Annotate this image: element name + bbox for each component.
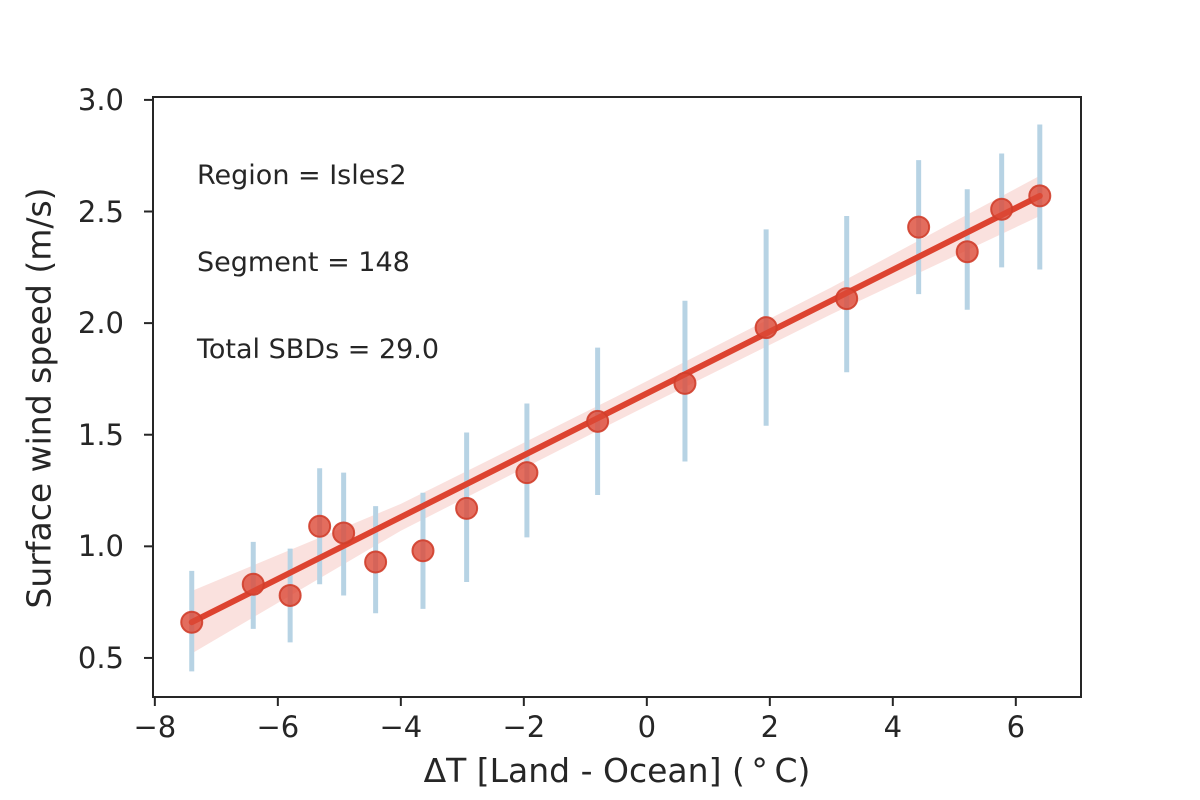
x-tick-label: 0 <box>637 710 657 744</box>
annotation-line-region: Region = Isles2 <box>197 160 407 191</box>
x-tick-label: 2 <box>760 710 780 744</box>
data-point <box>990 197 1014 221</box>
y-tick-label: 2.0 <box>77 306 124 341</box>
x-axis-label: ΔT [Land - Ocean] ( ° C) <box>423 751 811 790</box>
x-tick-label: 4 <box>883 710 903 744</box>
x-tick-label: 6 <box>1006 710 1026 744</box>
y-tick-label: 3.0 <box>77 82 124 117</box>
data-point <box>411 539 435 563</box>
plot-border <box>152 96 1082 698</box>
data-point <box>907 215 931 239</box>
y-tick-label: 2.5 <box>77 194 124 229</box>
data-point <box>515 461 539 485</box>
data-point <box>278 583 302 607</box>
data-point <box>955 240 979 264</box>
data-point <box>308 514 332 538</box>
data-point <box>673 371 697 395</box>
data-point <box>754 316 778 340</box>
x-tick-label: −4 <box>379 710 423 744</box>
data-point <box>455 496 479 520</box>
regression-line <box>188 192 1043 626</box>
y-tick-label: 0.5 <box>77 640 124 675</box>
x-tick-label: −6 <box>256 710 300 744</box>
data-point <box>835 287 859 311</box>
annotation-line-total-sbds: Total SBDs = 29.0 <box>197 334 440 365</box>
y-tick-label: 1.5 <box>77 417 124 452</box>
annotation-block: Region = Isles2 Segment = 148 Total SBDs… <box>197 103 439 422</box>
data-point <box>1028 184 1052 208</box>
x-tick-label: −2 <box>502 710 546 744</box>
data-point <box>364 550 388 574</box>
data-point <box>586 409 610 433</box>
data-point <box>180 610 204 634</box>
confidence-band <box>191 175 1040 654</box>
y-tick-label: 1.0 <box>77 529 124 564</box>
data-point <box>241 572 265 596</box>
annotation-line-segment: Segment = 148 <box>197 247 410 278</box>
data-point <box>332 521 356 545</box>
x-tick-label: −8 <box>133 710 177 744</box>
